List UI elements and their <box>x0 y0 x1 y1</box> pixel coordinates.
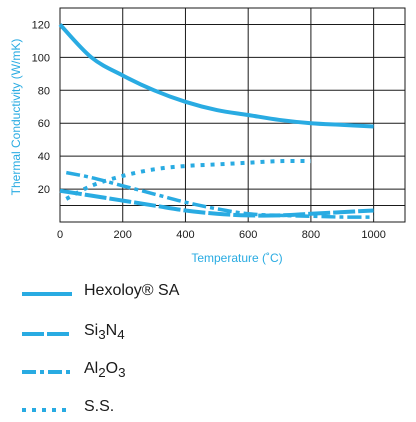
legend-label-al2o3: Al2O3 <box>84 360 126 381</box>
x-tick-label: 0 <box>57 229 63 241</box>
series-line-dense-dash <box>59 188 374 218</box>
legend-item-ss: S.S. <box>22 398 282 422</box>
x-tick-label: 1000 <box>361 229 385 241</box>
legend-label-si3n4: Si3N4 <box>84 322 125 343</box>
chart-ticks: 0 200 400 600 800 1000 20 40 60 80 100 120 <box>32 19 386 241</box>
chart-series <box>58 23 374 219</box>
legend-item-al2o3: Al2O3 <box>22 360 282 384</box>
series-line-solid <box>58 23 374 129</box>
y-tick-label: 20 <box>38 184 50 196</box>
x-axis-label: Temperature (˚C) <box>191 251 282 265</box>
legend-swatch-dense-dash <box>22 332 72 336</box>
chart-grid <box>59 7 406 223</box>
y-axis-label: Thermal Conductivity (W/mK) <box>9 39 23 196</box>
plot-frame <box>59 7 406 223</box>
legend-item-hexoloy: Hexoloy® SA <box>22 282 282 306</box>
x-tick-label: 600 <box>239 229 257 241</box>
legend-label-ss: S.S. <box>84 398 115 415</box>
y-tick-label: 80 <box>38 85 50 97</box>
thermal-conductivity-chart: 0 200 400 600 800 1000 20 40 60 80 100 120 Temperat… <box>9 7 406 265</box>
x-tick-label: 400 <box>176 229 194 241</box>
legend-swatch-solid <box>22 292 72 296</box>
x-tick-label: 800 <box>302 229 320 241</box>
series-line-dotted <box>65 158 311 201</box>
legend-label-hexoloy: Hexoloy® SA <box>84 282 180 299</box>
legend-swatch-dash-dot <box>22 370 72 374</box>
x-tick-label: 200 <box>114 229 132 241</box>
y-tick-label: 60 <box>38 118 50 130</box>
y-tick-label: 120 <box>32 19 50 31</box>
y-tick-label: 40 <box>38 151 50 163</box>
legend-item-si3n4: Si3N4 <box>22 322 282 346</box>
y-tick-label: 100 <box>32 52 50 64</box>
legend-swatch-dotted <box>22 408 72 412</box>
